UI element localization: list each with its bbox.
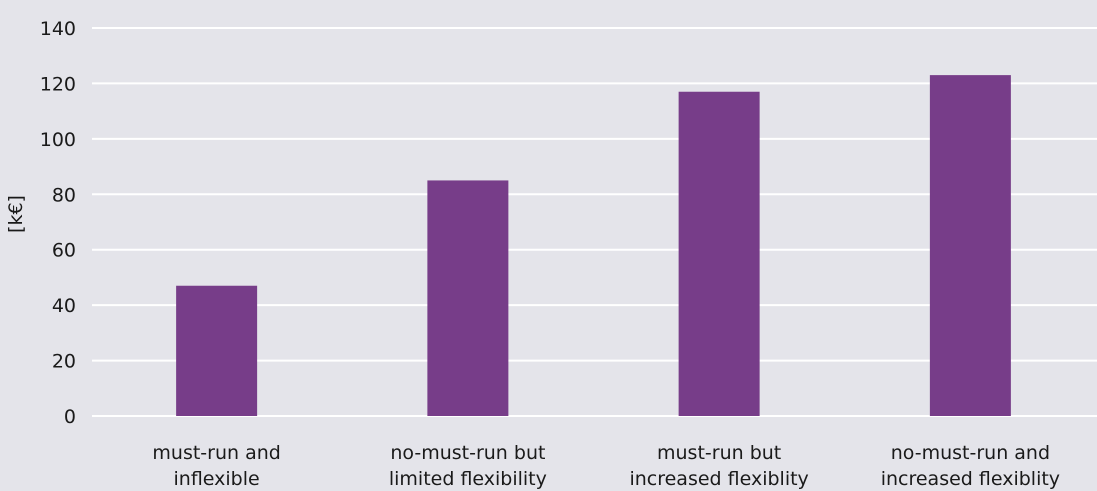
bar (929, 75, 1011, 416)
x-category-label-line: increased flexiblity (629, 468, 808, 490)
x-category-label: must-run and inflexible (152, 442, 280, 490)
bars (176, 75, 1011, 416)
y-tick-label: 0 (64, 406, 76, 428)
x-category-label: no-must-run and increased flexiblity (881, 442, 1060, 490)
x-category-label-line: must-run and (152, 442, 280, 464)
x-category-label-line: inflexible (174, 468, 260, 490)
y-tick-label: 20 (52, 351, 76, 373)
x-category-label-line: increased flexiblity (881, 468, 1060, 490)
y-axis-title: [k€] (5, 195, 27, 233)
x-category-label-line: no-must-run but (390, 442, 545, 464)
y-axis-ticks: 0 20 40 60 80 100 120 140 (40, 18, 76, 428)
y-tick-label: 60 (52, 240, 76, 262)
bar (427, 180, 509, 416)
y-tick-label: 120 (40, 73, 76, 95)
gridlines (92, 27, 1097, 417)
x-axis-categories: must-run and inflexible no-must-run but lim… (152, 442, 1060, 490)
bar (678, 91, 760, 416)
y-tick-label: 100 (40, 129, 76, 151)
x-category-label-line: no-must-run and (891, 442, 1050, 464)
bar (176, 285, 258, 416)
x-category-label-line: limited flexibility (389, 468, 547, 490)
x-category-label: no-must-run but limited flexibility (389, 442, 547, 490)
y-tick-label: 80 (52, 184, 76, 206)
y-tick-label: 140 (40, 18, 76, 40)
x-category-label: must-run but increased flexiblity (629, 442, 808, 490)
y-tick-label: 40 (52, 295, 76, 317)
x-category-label-line: must-run but (657, 442, 781, 464)
